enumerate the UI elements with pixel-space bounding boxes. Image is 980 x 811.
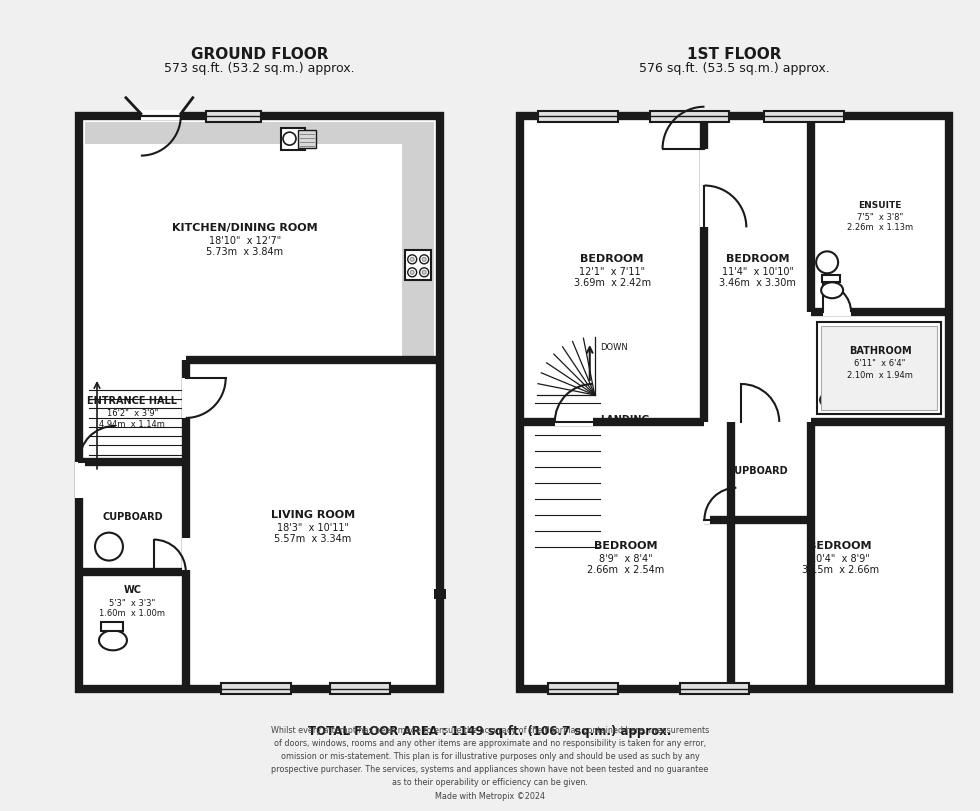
Polygon shape: [548, 683, 617, 694]
Polygon shape: [405, 251, 431, 281]
Polygon shape: [182, 378, 192, 418]
Text: Whilst every attempt has been made to ensure the accuracy of the floorplan conta: Whilst every attempt has been made to en…: [270, 726, 710, 800]
Polygon shape: [206, 111, 261, 122]
Text: KITCHEN/DINING ROOM: KITCHEN/DINING ROOM: [172, 223, 318, 233]
Text: BEDROOM: BEDROOM: [580, 254, 644, 264]
Polygon shape: [701, 491, 710, 524]
Polygon shape: [75, 461, 85, 498]
Circle shape: [411, 270, 415, 274]
Circle shape: [283, 132, 296, 145]
Circle shape: [816, 251, 838, 273]
Text: 576 sq.ft. (53.5 sq.m.) approx.: 576 sq.ft. (53.5 sq.m.) approx.: [639, 62, 830, 75]
Circle shape: [408, 268, 416, 277]
Text: 1.60m  x 1.00m: 1.60m x 1.00m: [99, 609, 166, 618]
Polygon shape: [520, 116, 949, 689]
Text: TOTAL FLOOR AREA : 1149 sq.ft. (106.7 sq.m.) approx.: TOTAL FLOOR AREA : 1149 sq.ft. (106.7 sq…: [309, 724, 671, 738]
Text: BATHROOM: BATHROOM: [849, 346, 911, 356]
Polygon shape: [280, 127, 306, 149]
Polygon shape: [220, 683, 290, 694]
Text: 11'4"  x 10'10": 11'4" x 10'10": [722, 267, 794, 277]
Text: 6'11"  x 6'4": 6'11" x 6'4": [855, 358, 906, 367]
Polygon shape: [817, 322, 941, 414]
Circle shape: [95, 533, 122, 560]
Polygon shape: [741, 416, 779, 426]
Text: 16'2"  x 3'9": 16'2" x 3'9": [107, 410, 158, 418]
Text: 573 sq.ft. (53.2 sq.m.) approx.: 573 sq.ft. (53.2 sq.m.) approx.: [165, 62, 355, 75]
Text: 5.73m  x 3.84m: 5.73m x 3.84m: [206, 247, 283, 257]
Circle shape: [422, 270, 426, 274]
Circle shape: [411, 257, 415, 261]
Text: WC: WC: [123, 586, 141, 595]
Polygon shape: [822, 275, 840, 282]
Polygon shape: [299, 130, 317, 148]
Text: GROUND FLOOR: GROUND FLOOR: [191, 47, 328, 62]
Text: 1ST FLOOR: 1ST FLOOR: [687, 47, 782, 62]
Polygon shape: [823, 307, 851, 316]
Polygon shape: [701, 186, 710, 227]
Text: CUPBOARD: CUPBOARD: [727, 466, 788, 476]
Text: 3.69m  x 2.42m: 3.69m x 2.42m: [573, 278, 651, 288]
Text: 5'3"  x 3'3": 5'3" x 3'3": [110, 599, 156, 608]
Polygon shape: [701, 148, 710, 191]
Text: 3.15m  x 2.66m: 3.15m x 2.66m: [802, 564, 879, 574]
Ellipse shape: [820, 392, 842, 408]
Polygon shape: [79, 116, 440, 689]
Polygon shape: [330, 683, 390, 694]
Text: 8'9"  x 8'4": 8'9" x 8'4": [599, 554, 653, 564]
Circle shape: [419, 255, 428, 264]
Polygon shape: [85, 122, 402, 144]
Text: 10'4"  x 8'9": 10'4" x 8'9": [810, 554, 870, 564]
Text: 12'1"  x 7'11": 12'1" x 7'11": [579, 267, 645, 277]
Polygon shape: [764, 111, 844, 122]
Text: 18'3"  x 10'11": 18'3" x 10'11": [277, 522, 349, 533]
Polygon shape: [101, 622, 122, 632]
Text: ENSUITE: ENSUITE: [858, 201, 902, 211]
Polygon shape: [821, 326, 937, 410]
Polygon shape: [402, 122, 434, 356]
Polygon shape: [434, 590, 446, 599]
Polygon shape: [141, 109, 180, 120]
Polygon shape: [650, 111, 729, 122]
Text: 18'10"  x 12'7": 18'10" x 12'7": [209, 236, 280, 246]
Text: LANDING: LANDING: [600, 415, 650, 425]
Text: DOWN: DOWN: [600, 342, 627, 352]
Polygon shape: [182, 538, 192, 569]
Text: 2.26m  x 1.13m: 2.26m x 1.13m: [847, 223, 913, 233]
Text: CUPBOARD: CUPBOARD: [102, 512, 163, 521]
Circle shape: [422, 257, 426, 261]
Ellipse shape: [99, 630, 127, 650]
Circle shape: [419, 268, 428, 277]
Text: 4.94m  x 1.14m: 4.94m x 1.14m: [100, 420, 166, 429]
Text: 3.46m  x 3.30m: 3.46m x 3.30m: [719, 278, 796, 288]
Text: ENTRANCE HALL: ENTRANCE HALL: [87, 396, 177, 406]
Text: 2.66m  x 2.54m: 2.66m x 2.54m: [587, 564, 664, 574]
Text: BEDROOM: BEDROOM: [594, 541, 658, 551]
Polygon shape: [538, 111, 617, 122]
Text: BEDROOM: BEDROOM: [808, 541, 872, 551]
Ellipse shape: [821, 282, 843, 298]
Polygon shape: [679, 683, 750, 694]
Text: 2.10m  x 1.94m: 2.10m x 1.94m: [847, 371, 913, 380]
Circle shape: [408, 255, 416, 264]
Text: BEDROOM: BEDROOM: [726, 254, 790, 264]
Text: LIVING ROOM: LIVING ROOM: [270, 509, 355, 520]
Text: 7'5"  x 3'8": 7'5" x 3'8": [857, 213, 904, 222]
Polygon shape: [555, 416, 593, 426]
Text: 5.57m  x 3.34m: 5.57m x 3.34m: [274, 534, 352, 543]
